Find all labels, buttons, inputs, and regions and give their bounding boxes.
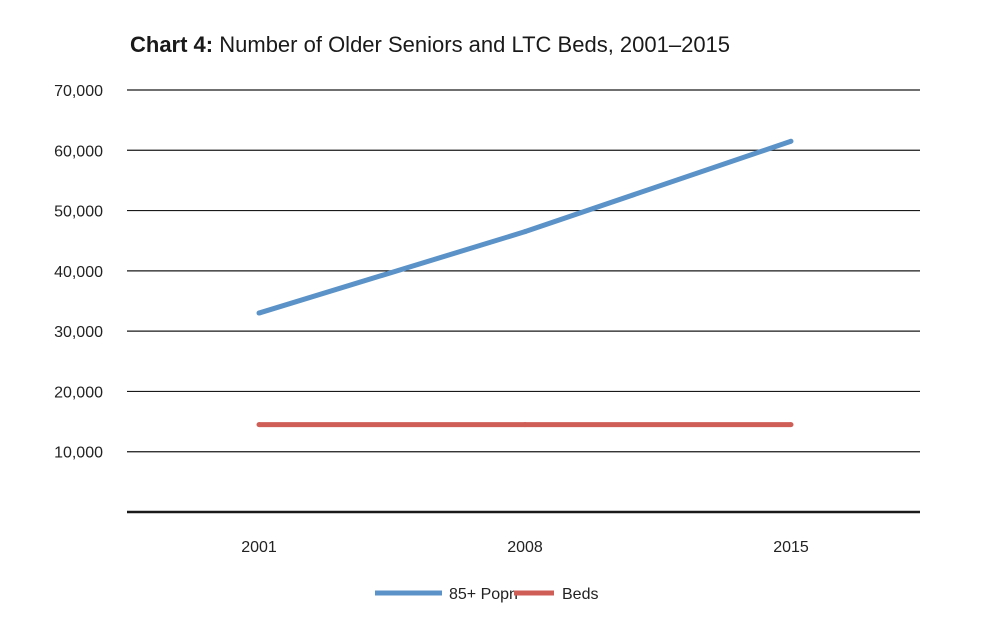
x-tick-label: 2015 xyxy=(773,539,809,556)
y-tick-label: 10,000 xyxy=(54,445,103,462)
y-tick-label: 70,000 xyxy=(54,83,103,100)
chart-title: Chart 4: Number of Older Seniors and LTC… xyxy=(130,32,730,58)
legend-label: 85+ Popn xyxy=(449,586,518,603)
data-point-beds xyxy=(522,422,528,428)
y-tick-label: 60,000 xyxy=(54,143,103,160)
x-tick-label: 2001 xyxy=(241,539,277,556)
y-tick-label: 50,000 xyxy=(54,204,103,221)
data-point-85-popn xyxy=(256,310,262,316)
y-tick-label: 20,000 xyxy=(54,384,103,401)
legend-label: Beds xyxy=(562,586,598,603)
series-line-85-popn xyxy=(258,138,792,316)
data-point-beds xyxy=(788,422,794,428)
data-point-85-popn xyxy=(522,229,528,235)
chart-title-text: Number of Older Seniors and LTC Beds, 20… xyxy=(219,32,731,57)
data-point-beds xyxy=(256,422,262,428)
x-tick-label: 2008 xyxy=(507,539,543,556)
data-point-85-popn xyxy=(788,138,794,144)
y-tick-label: 30,000 xyxy=(54,324,103,341)
y-tick-label: 40,000 xyxy=(54,264,103,281)
chart-title-prefix: Chart 4: xyxy=(130,32,214,57)
